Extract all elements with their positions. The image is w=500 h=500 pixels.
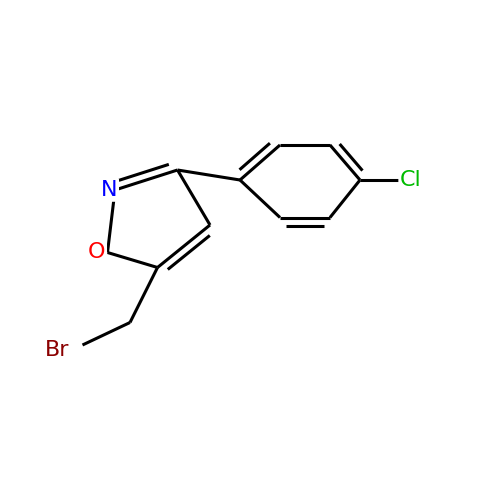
Text: O: O [88, 242, 105, 262]
Text: N: N [101, 180, 117, 200]
Text: Cl: Cl [400, 170, 422, 190]
Text: Br: Br [45, 340, 70, 360]
